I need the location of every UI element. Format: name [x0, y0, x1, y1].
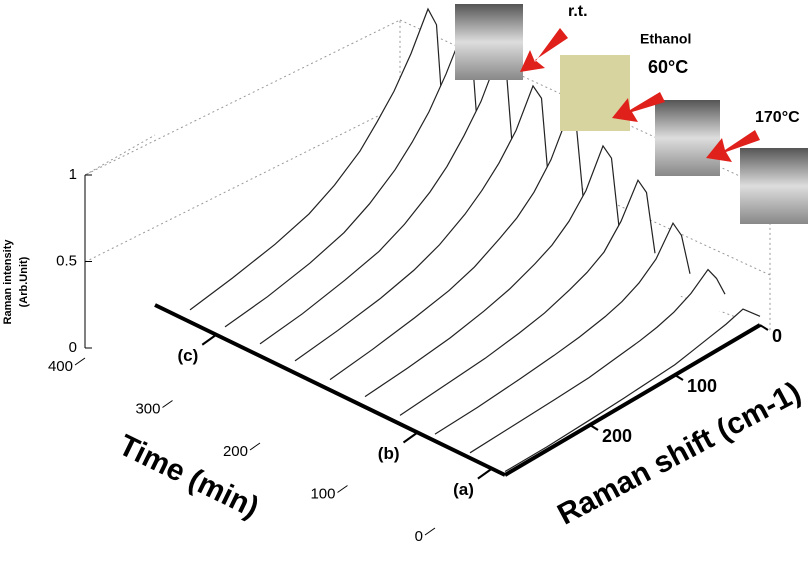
- box-grid: [84, 19, 771, 348]
- spectrum: [189, 7, 446, 311]
- z-tick-label: 1: [69, 166, 77, 183]
- spectrum-fill: [470, 269, 725, 458]
- spectrum-fill: [400, 180, 655, 424]
- spectrum: [399, 178, 656, 416]
- spectrum-fill: [330, 115, 585, 390]
- z-tick-label: 0.5: [56, 252, 77, 269]
- spectrum-fill: [225, 31, 480, 339]
- spectrum-fill: [365, 145, 620, 407]
- photo: [455, 4, 523, 80]
- y-tick: [337, 485, 348, 493]
- annotation: (a): [453, 480, 474, 499]
- annotation: (c): [177, 346, 198, 365]
- spectrum: [504, 308, 761, 473]
- y-tick: [249, 442, 261, 451]
- raman-axis: [503, 323, 762, 477]
- x-tick: [674, 374, 684, 381]
- annotation-tick: [402, 431, 419, 444]
- y-tick: [162, 400, 173, 408]
- spectrum-fill: [435, 223, 690, 441]
- time-axis: [154, 303, 506, 477]
- y-tick-label: 0: [415, 528, 423, 545]
- photo: [560, 55, 630, 131]
- y-tick-label: 100: [310, 485, 335, 502]
- x-label: Raman shift (cm-1): [552, 376, 806, 532]
- photo-label: r.t.: [568, 3, 588, 20]
- z-label: (Arb.Unit): [18, 256, 30, 307]
- annotation-tick: [477, 467, 493, 480]
- photo-label: Ethanol: [640, 31, 691, 47]
- x-tick: [759, 324, 769, 331]
- photo-label: 170°C: [755, 109, 800, 126]
- spectrum: [294, 84, 551, 362]
- x-tick: [589, 424, 599, 431]
- z-tick-label: 0: [69, 339, 77, 356]
- plot-area: [189, 7, 761, 475]
- photo: [740, 148, 808, 224]
- spectrum-fill: [190, 9, 445, 322]
- spectrum: [364, 144, 621, 398]
- annotation: (b): [378, 444, 400, 463]
- photos: [455, 4, 808, 224]
- z-label: Raman intensity: [2, 239, 14, 325]
- spectrum: [434, 221, 691, 435]
- y-tick: [424, 527, 436, 536]
- annotation-tick: [201, 333, 217, 346]
- x-tick-label: 0: [772, 326, 782, 346]
- photo-label: 60°C: [648, 57, 688, 77]
- arrow: [612, 92, 665, 122]
- y-tick-label: 200: [223, 443, 248, 460]
- spectrum-fill: [295, 85, 550, 373]
- y-tick: [74, 357, 86, 366]
- y-tick-label: 400: [48, 358, 73, 375]
- arrow: [706, 130, 760, 162]
- x-tick-label: 100: [687, 376, 717, 396]
- spectrum: [469, 268, 726, 454]
- x-tick-label: 200: [602, 426, 632, 446]
- arrow: [520, 28, 568, 72]
- photo: [655, 100, 720, 176]
- y-tick-label: 300: [135, 400, 160, 417]
